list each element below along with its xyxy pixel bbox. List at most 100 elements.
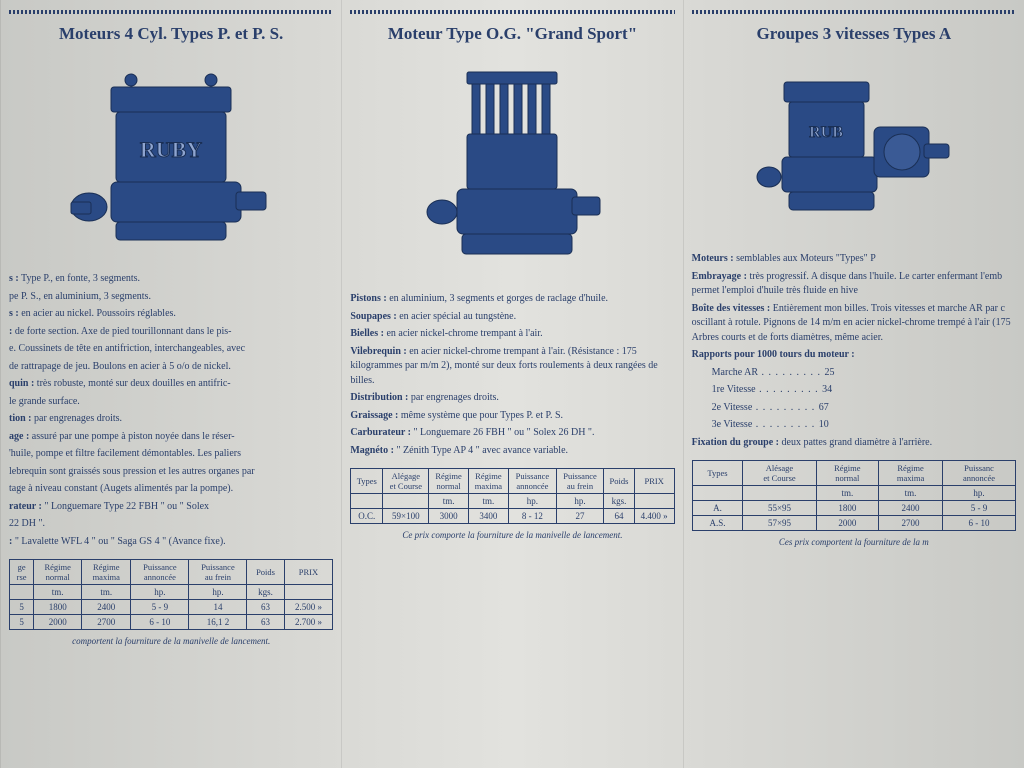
spec-line: le grande surface. <box>9 395 333 410</box>
spec-line: Pistons : en aluminium, 3 segments et go… <box>350 292 674 307</box>
panel2-title: Moteur Type O.G. "Grand Sport" <box>350 24 674 44</box>
table-cell: 63 <box>247 600 284 615</box>
table-cell: 1800 <box>34 600 82 615</box>
spec-line: quin : très robuste, monté sur deux doui… <box>9 377 333 392</box>
table-unit: tm. <box>34 585 82 600</box>
table-cell: 2000 <box>816 516 878 531</box>
table-cell: 3000 <box>429 509 468 524</box>
table-cell: 8 - 12 <box>509 509 557 524</box>
table-cell: 5 - 9 <box>943 501 1016 516</box>
table-cell: A. <box>692 501 743 516</box>
spec-line: Soupapes : en acier spécial au tungstène… <box>350 310 674 325</box>
table-header: PRIX <box>284 560 333 585</box>
ratio-line: 3e Vitesse10 <box>692 418 1016 433</box>
table-unit: kgs. <box>604 494 634 509</box>
ratio-line: 1re Vitesse34 <box>692 383 1016 398</box>
spec-line: 'huile, pompe et filtre facilement démon… <box>9 447 333 462</box>
table-header: Poids <box>604 469 634 494</box>
spec-line: tage à niveau constant (Augets alimentés… <box>9 482 333 497</box>
table-header: Puissancannoncée <box>943 461 1016 486</box>
table-cell: 6 - 10 <box>943 516 1016 531</box>
table-cell: 2400 <box>82 600 131 615</box>
ratio-line: Marche AR25 <box>692 366 1016 381</box>
table-cell: 2400 <box>879 501 943 516</box>
table-cell: O.C. <box>351 509 383 524</box>
table-header: Puissanceannoncée <box>509 469 557 494</box>
engine-illustration-2 <box>412 62 612 272</box>
table-header: Régimemaxima <box>468 469 508 494</box>
engine-illustration-1: RUBY <box>61 62 281 252</box>
spec-line: : de forte section. Axe de pied tourillo… <box>9 325 333 340</box>
fixation-line: Fixation du groupe : deux pattes grand d… <box>692 436 1016 451</box>
table-cell: 57×95 <box>743 516 816 531</box>
spec-line: Boîte des vitesses : Entièrement mon bil… <box>692 302 1016 346</box>
panel2-caption: Ce prix comporte la fourniture de la man… <box>350 530 674 540</box>
table-cell: A.S. <box>692 516 743 531</box>
table-unit: hp. <box>131 585 189 600</box>
spec-line: : " Lavalette WFL 4 " ou " Saga GS 4 " (… <box>9 535 333 550</box>
spec-line: pe P. S., en aluminium, 3 segments. <box>9 290 333 305</box>
table-cell: 6 - 10 <box>131 615 189 630</box>
table-unit: tm. <box>816 486 878 501</box>
table-unit: kgs. <box>247 585 284 600</box>
table-cell: 1800 <box>816 501 878 516</box>
panel-left: Moteurs 4 Cyl. Types P. et P. S. RUBY s … <box>0 0 341 768</box>
ratio-line: 2e Vitesse67 <box>692 401 1016 416</box>
table-header: Poids <box>247 560 284 585</box>
spec-line: 22 DH ". <box>9 517 333 532</box>
spec-line: de rattrapage de jeu. Boulons en acier à… <box>9 360 333 375</box>
table-cell: 2700 <box>82 615 131 630</box>
panel3-table: TypesAlésageet CourseRégimenormalRégimem… <box>692 460 1016 531</box>
panel2-specs: Pistons : en aluminium, 3 segments et go… <box>350 292 674 458</box>
spec-line: s : en acier au nickel. Poussoirs réglab… <box>9 307 333 322</box>
spec-line: Bielles : en acier nickel-chrome trempan… <box>350 327 674 342</box>
table-cell: 16,1 2 <box>189 615 247 630</box>
spec-line: Carburateur : " Longuemare 26 FBH " ou "… <box>350 426 674 441</box>
table-header: Types <box>692 461 743 486</box>
table-unit: tm. <box>468 494 508 509</box>
table-header: Alésageet Course <box>743 461 816 486</box>
table-unit: hp. <box>509 494 557 509</box>
table-unit: tm. <box>429 494 468 509</box>
table-cell: 64 <box>604 509 634 524</box>
panel3-specs: Moteurs : semblables aux Moteurs "Types"… <box>692 252 1016 450</box>
spec-line: Graissage : même système que pour Types … <box>350 409 674 424</box>
panel3-title: Groupes 3 vitesses Types A <box>692 24 1016 44</box>
svg-text:RUBY: RUBY <box>140 137 202 162</box>
table-header: PRIX <box>634 469 674 494</box>
table-unit: tm. <box>82 585 131 600</box>
table-header: Alégageet Course <box>383 469 429 494</box>
table-cell: 3400 <box>468 509 508 524</box>
spec-line: e. Coussinets de tête en antifriction, i… <box>9 342 333 357</box>
panel-center: Moteur Type O.G. "Grand Sport" Pistons :… <box>341 0 682 768</box>
table-unit <box>743 486 816 501</box>
spec-line: tion : par engrenages droits. <box>9 412 333 427</box>
spec-line: Magnéto : " Zénith Type AP 4 " avec avan… <box>350 444 674 459</box>
table-cell: 59×100 <box>383 509 429 524</box>
spec-line: Distribution : par engrenages droits. <box>350 391 674 406</box>
table-unit <box>351 494 383 509</box>
table-unit <box>692 486 743 501</box>
table-cell: 5 <box>10 615 34 630</box>
panel2-table: TypesAlégageet CourseRégimenormalRégimem… <box>350 468 674 524</box>
panel1-specs: s : Type P., en fonte, 3 segments.pe P. … <box>9 272 333 549</box>
table-cell: 2700 <box>879 516 943 531</box>
top-border <box>9 10 333 14</box>
table-header: Puissanceau frein <box>189 560 247 585</box>
top-border <box>692 10 1016 14</box>
spec-line: Embrayage : très progressif. A disque da… <box>692 270 1016 299</box>
top-border <box>350 10 674 14</box>
panel1-caption: comportent la fourniture de la manivelle… <box>9 636 333 646</box>
panel-right: Groupes 3 vitesses Types A RUB Moteurs :… <box>683 0 1024 768</box>
table-cell: 4.400 » <box>634 509 674 524</box>
table-header: Régimenormal <box>429 469 468 494</box>
table-unit <box>634 494 674 509</box>
svg-text:RUB: RUB <box>809 124 843 141</box>
spec-line: Moteurs : semblables aux Moteurs "Types"… <box>692 252 1016 267</box>
table-cell: 5 - 9 <box>131 600 189 615</box>
table-unit <box>383 494 429 509</box>
engine-illustration-3: RUB <box>754 62 954 232</box>
table-cell: 27 <box>556 509 604 524</box>
table-unit: hp. <box>189 585 247 600</box>
table-header: Puissanceannoncée <box>131 560 189 585</box>
